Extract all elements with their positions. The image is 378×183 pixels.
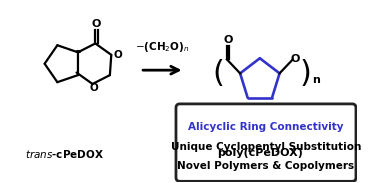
Text: $\mathit{trans}$-cPeDOX: $\mathit{trans}$-cPeDOX (25, 147, 104, 160)
Text: O: O (89, 83, 98, 93)
Text: O: O (223, 35, 232, 45)
Text: $-$(CH$_2$O)$_n$: $-$(CH$_2$O)$_n$ (135, 40, 190, 54)
Text: Novel Polymers & Copolymers: Novel Polymers & Copolymers (177, 161, 355, 171)
Text: ): ) (299, 59, 311, 88)
FancyBboxPatch shape (176, 104, 356, 181)
Text: O: O (291, 55, 300, 64)
Text: n: n (313, 75, 321, 85)
FancyBboxPatch shape (179, 107, 359, 183)
Text: Alicyclic Ring Connectivity: Alicyclic Ring Connectivity (188, 122, 344, 132)
Text: O: O (91, 18, 101, 29)
Text: (: ( (212, 59, 225, 88)
Text: O: O (113, 50, 122, 60)
Text: poly(cPeDOX): poly(cPeDOX) (217, 147, 303, 158)
Text: Unique Cyclopentyl Substitution: Unique Cyclopentyl Substitution (171, 142, 361, 152)
